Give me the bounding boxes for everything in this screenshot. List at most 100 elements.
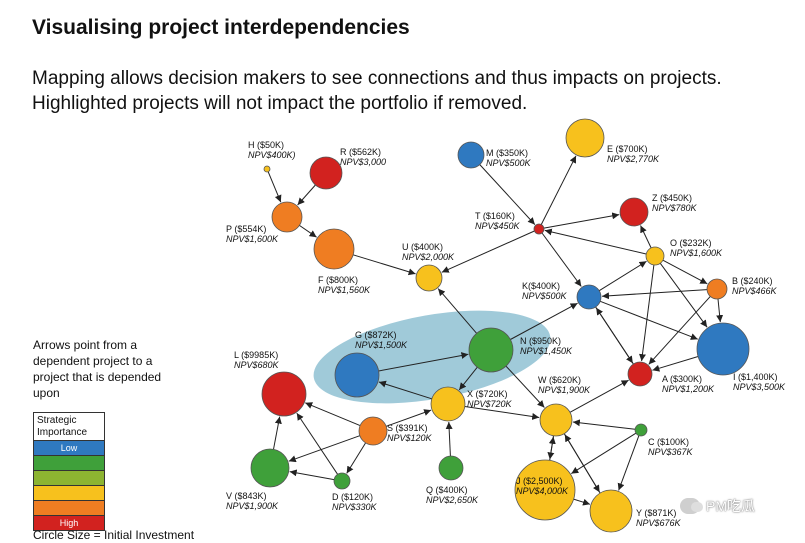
project-label-p: P ($554K)	[226, 224, 266, 234]
legend-title: Strategic Importance	[37, 415, 88, 438]
project-npv-w: NPV$1,900K	[538, 385, 591, 395]
dependency-arrow-j-y	[573, 498, 591, 506]
project-node-t[interactable]	[533, 223, 545, 235]
project-node-r[interactable]	[309, 156, 343, 190]
project-label-x: X ($720K)	[467, 389, 508, 399]
project-npv-b: NPV$466K	[732, 286, 778, 296]
project-npv-f: NPV$1,560K	[318, 285, 371, 295]
project-node-i[interactable]	[696, 322, 750, 376]
dependency-arrow-c-w	[572, 419, 636, 430]
project-node-q[interactable]	[438, 455, 464, 481]
project-label-o: O ($232K)	[670, 238, 712, 248]
legend-level-6: High	[34, 515, 104, 530]
legend-level-1: Low	[34, 440, 104, 455]
project-node-y[interactable]	[589, 489, 633, 533]
project-label-f: F ($800K)	[318, 275, 358, 285]
dependency-arrow-v-l	[273, 416, 282, 450]
project-npv-v: NPV$1,900K	[226, 501, 279, 511]
project-node-o[interactable]	[645, 246, 665, 266]
project-npv-t: NPV$450K	[475, 221, 521, 231]
project-npv-x: NPV$720K	[467, 399, 513, 409]
dependency-arrow-x-g	[378, 380, 432, 400]
nodes-layer	[250, 118, 750, 533]
project-npv-g: NPV$1,500K	[355, 340, 408, 350]
project-npv-q: NPV$2,650K	[426, 495, 479, 505]
page-title: Visualising project interdependencies	[32, 16, 410, 39]
dependency-arrow-r-p	[297, 184, 316, 206]
project-npv-d: NPV$330K	[332, 502, 378, 512]
project-npv-y: NPV$676K	[636, 518, 682, 528]
project-label-c: C ($100K)	[648, 437, 689, 447]
project-node-g[interactable]	[334, 352, 380, 398]
watermark-text: PM吃瓜	[706, 498, 755, 514]
project-npv-r: NPV$3,000	[340, 157, 386, 167]
project-label-s: S ($391K)	[387, 423, 428, 433]
project-node-c[interactable]	[634, 423, 648, 437]
dependency-arrow-n-k	[510, 302, 578, 340]
project-label-b: B ($240K)	[732, 276, 773, 286]
project-label-l: L ($9985K)	[234, 350, 278, 360]
project-npv-m: NPV$500K	[486, 158, 532, 168]
dependency-arrow-o-a	[639, 264, 655, 362]
dependency-arrow-o-i	[659, 263, 708, 328]
project-label-y: Y ($871K)	[636, 508, 676, 518]
project-npv-p: NPV$1,600K	[226, 234, 279, 244]
project-node-j[interactable]	[514, 459, 576, 521]
project-label-k: K($400K)	[522, 281, 560, 291]
project-node-m[interactable]	[457, 141, 485, 169]
project-node-s[interactable]	[358, 416, 388, 446]
legend-level-3	[34, 470, 104, 485]
project-node-k[interactable]	[576, 284, 602, 310]
project-node-w[interactable]	[539, 403, 573, 437]
project-node-v[interactable]	[250, 448, 290, 488]
labels-layer: H ($50K)NPV$400K) R ($562K)NPV$3,000 P ($5…	[226, 140, 786, 528]
dependency-arrow-t-u	[441, 230, 535, 273]
legend-level-5	[34, 500, 104, 515]
dependency-arrow-s-x	[386, 409, 432, 427]
dependency-arrow-n-u	[437, 288, 477, 334]
project-node-b[interactable]	[706, 278, 728, 300]
project-label-w: W ($620K)	[538, 375, 581, 385]
dependency-arrow-d-l	[296, 412, 339, 475]
project-node-l[interactable]	[261, 371, 307, 417]
strategic-importance-legend: Strategic Importance Low High	[33, 412, 105, 531]
project-label-m: M ($350K)	[486, 148, 528, 158]
project-label-t: T ($160K)	[475, 211, 515, 221]
dependency-arrow-k-o	[598, 260, 647, 292]
project-node-z[interactable]	[619, 197, 649, 227]
project-npv-z: NPV$780K	[652, 203, 698, 213]
project-node-e[interactable]	[565, 118, 605, 158]
dependency-arrow-c-j	[571, 432, 637, 475]
project-label-h: H ($50K)	[248, 140, 284, 150]
project-node-d[interactable]	[333, 472, 351, 490]
project-node-f[interactable]	[313, 228, 355, 270]
legend-level-2	[34, 455, 104, 470]
project-label-j: J ($2,500K)	[516, 476, 563, 486]
project-npv-j: NPV$4,000K	[516, 486, 569, 496]
edges-layer	[267, 155, 724, 506]
project-node-p[interactable]	[271, 201, 303, 233]
project-node-a[interactable]	[627, 361, 653, 387]
project-npv-n: NPV$1,450K	[520, 346, 573, 356]
project-node-h[interactable]	[263, 165, 271, 173]
dependency-arrow-w-j	[547, 435, 555, 460]
project-npv-e: NPV$2,770K	[607, 154, 660, 164]
dependency-arrow-d-v	[289, 469, 335, 481]
dependency-arrow-t-e	[540, 155, 577, 225]
project-npv-l: NPV$680K	[234, 360, 280, 370]
circle-size-note: Circle Size = Initial Investment	[33, 528, 195, 542]
project-node-n[interactable]	[468, 327, 514, 373]
project-npv-o: NPV$1,600K	[670, 248, 723, 258]
project-node-x[interactable]	[430, 386, 466, 422]
project-npv-s: NPV$120K	[387, 433, 433, 443]
dependency-arrow-m-t	[479, 164, 536, 225]
dependency-arrow-t-k	[541, 232, 582, 287]
dependency-arrow-b-k	[601, 289, 708, 300]
project-label-v: V ($843K)	[226, 491, 267, 501]
project-node-u[interactable]	[415, 264, 443, 292]
project-label-d: D ($120K)	[332, 492, 373, 502]
dependency-arrow-a-k	[595, 307, 634, 365]
dependency-arrow-o-b	[662, 259, 708, 285]
dependency-arrow-x-w	[464, 406, 540, 420]
